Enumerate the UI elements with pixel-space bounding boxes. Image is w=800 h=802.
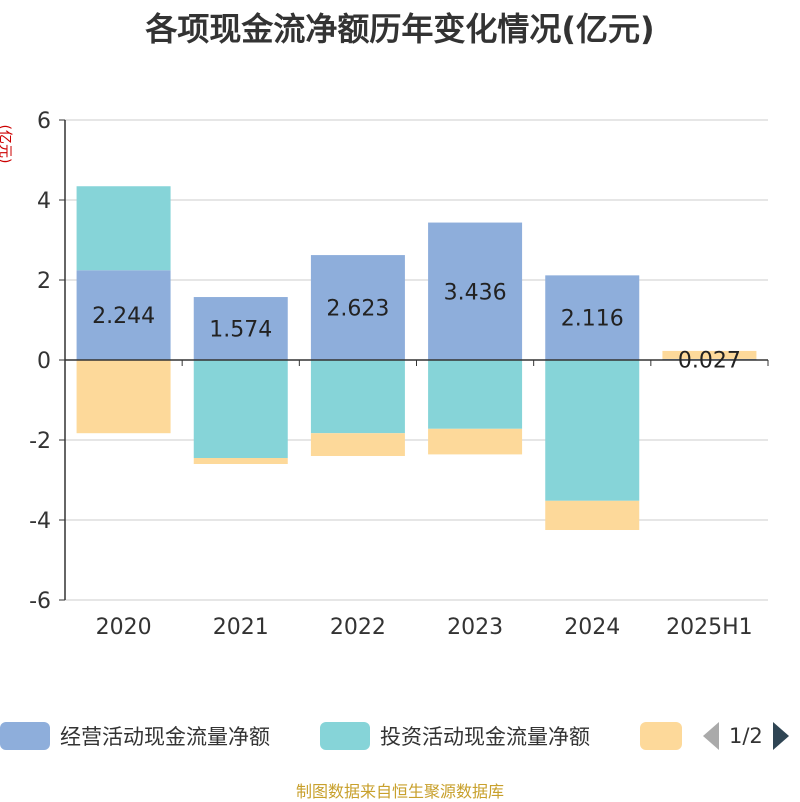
y-tick-label: 0: [37, 349, 51, 374]
legend-next-arrow-icon[interactable]: [772, 722, 789, 750]
legend: 经营活动现金流量净额 投资活动现金流量净额 1/2: [0, 716, 800, 756]
chart-title: 各项现金流净额历年变化情况(亿元): [145, 10, 655, 48]
legend-prev-arrow-icon[interactable]: [703, 722, 719, 750]
bar-investing-2022: [310, 360, 405, 434]
chart-svg: 6 4 2 0 -2 -4 -6 2020 2021 2022 2023 2024 2025H1 2.24…: [29, 109, 769, 640]
bar-financing-2024: [545, 500, 640, 530]
legend-swatch-operating: [0, 722, 50, 750]
y-tick-label: 6: [37, 109, 51, 134]
x-tick-label: 2023: [447, 615, 503, 640]
legend-item-financing[interactable]: [640, 716, 682, 756]
legend-label-investing: 投资活动现金流量净额: [380, 725, 590, 749]
bar-operating-2020: [76, 270, 171, 360]
y-tick-label: 4: [37, 189, 51, 214]
legend-swatch-investing: [320, 722, 370, 750]
x-tick-label: 2021: [213, 615, 269, 640]
data-label-2022: 2.623: [326, 297, 389, 322]
legend-pager: 1/2: [703, 716, 789, 756]
bar-investing-2023: [428, 360, 523, 429]
legend-swatch-financing: [640, 722, 682, 750]
bar-financing-2022: [310, 433, 405, 456]
x-tick-label: 2020: [96, 615, 152, 640]
legend-label-operating: 经营活动现金流量净额: [60, 725, 270, 749]
bar-financing-2021: [193, 458, 288, 464]
x-tick-label: 2025H1: [666, 615, 753, 640]
data-label-2023: 3.436: [444, 280, 507, 305]
data-label-2024: 2.116: [561, 307, 624, 332]
data-source-note: 制图数据来自恒生聚源数据库: [295, 782, 504, 801]
bar-operating-2022: [310, 255, 405, 360]
bar-operating-2023: [428, 222, 523, 360]
bar-operating-2024: [545, 275, 640, 360]
data-label-2025H1: 0.027: [678, 348, 741, 373]
bar-investing-2020: [76, 186, 171, 271]
y-tick-label: -2: [29, 429, 51, 454]
data-label-2021: 1.574: [209, 318, 272, 343]
legend-item-investing[interactable]: 投资活动现金流量净额: [320, 716, 590, 756]
bar-financing-2025H1: [662, 350, 757, 359]
bar-financing-2020: [76, 360, 171, 434]
data-label-2020: 2.244: [92, 304, 155, 329]
legend-item-operating[interactable]: 经营活动现金流量净额: [0, 716, 270, 756]
x-tick-label: 2024: [564, 615, 620, 640]
bar-financing-2023: [428, 428, 523, 455]
y-tick-label: 2: [37, 269, 51, 294]
y-axis-unit-label: (亿元): [0, 124, 13, 164]
x-tick-label: 2022: [330, 615, 386, 640]
y-tick-label: -6: [29, 589, 51, 614]
bar-investing-2021: [193, 360, 288, 458]
bar-operating-2021: [193, 297, 288, 360]
legend-page-indicator: 1/2: [729, 724, 763, 748]
y-tick-label: -4: [29, 509, 51, 534]
bar-investing-2024: [545, 360, 640, 501]
